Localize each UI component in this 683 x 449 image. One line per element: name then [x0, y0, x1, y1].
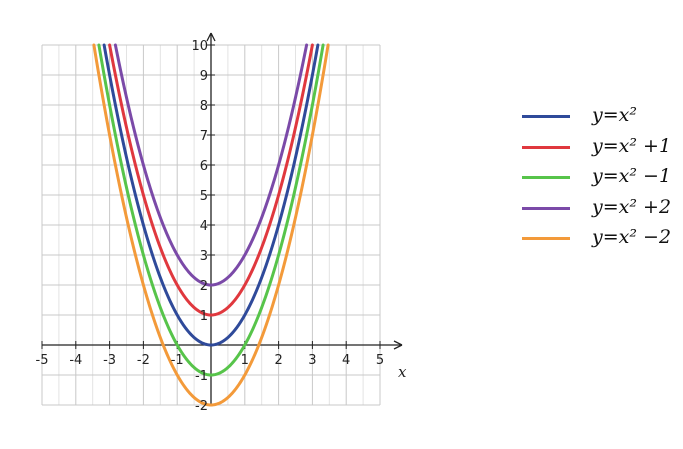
x-axis-label: x: [398, 363, 407, 381]
tick-labels: -5 -4 -3 -2 -1 1 2 3 4 5 -2 -1 1 2 3 4 5 6 7 8 9 10: [36, 39, 385, 414]
legend-swatch: [522, 237, 570, 240]
y-tick-label: 3: [200, 249, 208, 264]
legend-item: y=x² −1: [522, 165, 682, 196]
x-tick-label: 2: [274, 353, 282, 368]
x-axis-arrow: [393, 340, 403, 350]
legend: y=x² y=x² +1 y=x² −1 y=x² +2 y=x² −2: [522, 104, 682, 257]
y-tick-label: -1: [195, 369, 208, 384]
y-tick-label: 9: [200, 69, 208, 84]
legend-swatch: [522, 145, 570, 149]
x-tick-label: 1: [241, 353, 249, 368]
y-tick-label: 4: [200, 219, 208, 234]
curves: [92, 43, 330, 407]
legend-label: y=x² +1: [592, 134, 672, 157]
legend-swatch: [522, 176, 570, 179]
series-line: [108, 43, 314, 317]
legend-item: y=x² +2: [522, 196, 682, 227]
x-tick-label: -3: [103, 353, 116, 368]
y-tick-label: 1: [200, 309, 208, 324]
y-tick-label: 8: [200, 99, 208, 114]
x-tick-label: -1: [171, 353, 184, 368]
legend-item: y=x² +1: [522, 135, 682, 166]
legend-label: y=x² −1: [592, 165, 672, 187]
legend-label: y=x² −2: [592, 226, 672, 248]
y-tick-label: -2: [195, 399, 208, 414]
legend-item: y=x²: [522, 104, 682, 135]
series-line: [113, 43, 309, 287]
x-tick-label: -2: [137, 353, 150, 368]
y-axis-arrow: [206, 32, 216, 42]
y-tick-label: 7: [200, 129, 208, 144]
legend-swatch: [522, 206, 570, 210]
x-tick-label: 5: [376, 353, 384, 368]
series-line: [97, 43, 325, 377]
x-tick-label: -5: [36, 353, 49, 368]
x-tick-label: -4: [69, 353, 82, 368]
y-tick-label: 6: [200, 159, 208, 174]
series-line: [102, 43, 320, 347]
y-tick-label: 5: [200, 189, 208, 204]
legend-label: y=x² +2: [592, 195, 672, 218]
axes: [41, 32, 403, 406]
series-line: [92, 43, 330, 407]
legend-item: y=x² −2: [522, 226, 682, 257]
y-tick-label: 2: [200, 279, 208, 294]
x-tick-label: 4: [342, 353, 350, 368]
x-tick-label: 3: [308, 353, 316, 368]
legend-label: y=x²: [592, 104, 637, 126]
legend-swatch: [522, 115, 570, 118]
y-tick-label: 10: [191, 39, 208, 54]
